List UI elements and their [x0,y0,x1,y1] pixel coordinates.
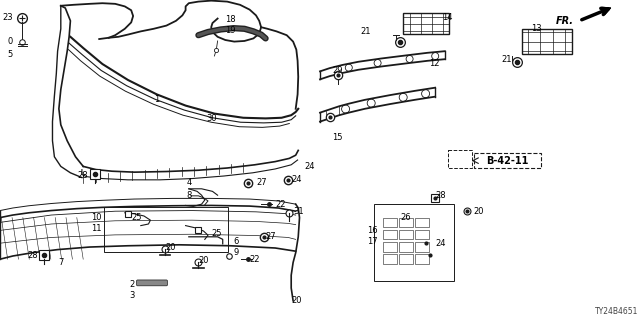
Bar [399,242,413,252]
Text: 2: 2 [129,280,134,289]
Bar [383,242,397,252]
Text: 21: 21 [361,28,371,36]
Bar [448,150,472,168]
Text: 22: 22 [250,255,260,264]
Text: 23: 23 [2,13,13,22]
Text: 10: 10 [91,213,101,222]
Text: 20: 20 [474,207,484,216]
Bar [399,254,413,264]
Bar [104,207,228,252]
Bar [415,242,429,252]
Bar [415,218,429,227]
Bar [374,204,454,281]
Text: 27: 27 [266,232,276,241]
Text: 1: 1 [154,95,159,104]
Bar [403,13,449,34]
Bar [522,29,572,54]
Text: 5: 5 [8,50,13,59]
Bar [415,254,429,264]
Text: 22: 22 [275,200,285,209]
Bar [399,230,413,239]
Bar [415,230,429,239]
Text: 24: 24 [435,239,445,248]
Text: 24: 24 [304,162,314,171]
Text: 11: 11 [91,224,101,233]
Text: 0: 0 [8,37,13,46]
Text: 26: 26 [400,213,411,222]
Text: 20: 20 [291,296,301,305]
Text: 18: 18 [225,15,236,24]
Text: 13: 13 [531,24,542,33]
Text: 16: 16 [367,226,378,235]
Text: 8: 8 [187,191,192,200]
Text: 21: 21 [502,55,512,64]
Bar [383,254,397,264]
Text: 20: 20 [198,256,209,265]
Text: 25: 25 [131,213,141,222]
Text: 19: 19 [225,26,236,35]
Text: TY24B4651: TY24B4651 [595,307,638,316]
Text: 4: 4 [187,178,192,187]
Text: 31: 31 [293,207,304,216]
Text: 20: 20 [165,244,175,252]
Text: 24: 24 [291,175,301,184]
Text: 9: 9 [234,248,239,257]
Text: 15: 15 [332,133,342,142]
Text: 30: 30 [206,114,216,123]
Text: 12: 12 [429,60,439,68]
Bar [383,218,397,227]
FancyBboxPatch shape [136,280,168,286]
Text: 28: 28 [77,172,88,180]
Text: FR.: FR. [556,16,574,26]
Text: 27: 27 [256,178,267,187]
Text: 3: 3 [129,292,134,300]
Text: 6: 6 [234,237,239,246]
Text: 25: 25 [211,229,221,238]
Bar [383,230,397,239]
Text: 28: 28 [435,191,446,200]
Text: 29: 29 [332,66,342,75]
Text: 14: 14 [442,13,452,22]
Bar [399,218,413,227]
Text: 7: 7 [59,258,64,267]
Text: 17: 17 [367,237,378,246]
Text: 28: 28 [28,252,38,260]
Text: B-42-11: B-42-11 [486,156,529,166]
